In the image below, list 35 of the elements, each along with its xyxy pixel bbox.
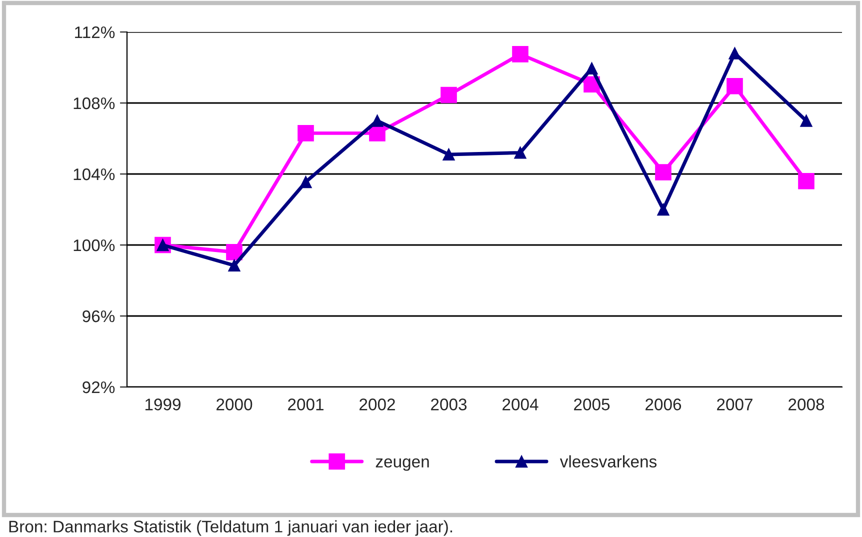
point [655,164,672,180]
point [442,148,455,161]
y-tick-label: 112% [75,26,115,38]
x-tick-label: 2007 [717,398,752,410]
point [440,86,457,104]
x-tick-label: 2008 [788,398,824,410]
x-tick-label: 2000 [216,398,252,410]
x-tick-label: 2005 [574,398,610,410]
x-tick-label: 1999 [145,398,180,410]
text: Bron: Danmarks Statistik (Teldatum 1 januari van ieder jaar). [9,520,452,536]
x-tick-label: 2004 [502,398,538,410]
y-tick-label: 108% [74,97,115,110]
point [586,62,598,74]
point [298,125,314,142]
point [300,176,312,188]
point [798,172,814,190]
point [726,78,743,94]
x-tick-label: 2001 [288,398,324,410]
y-tick-label: 104% [74,168,115,180]
legend-label: zeugen [376,458,429,471]
point [228,259,240,272]
point [514,146,526,159]
y-tick-label: 92% [82,381,115,394]
legend-label: vleesvarkens [560,455,657,468]
point [226,244,242,260]
x-tick-label: 2006 [646,398,682,410]
x-tick-label: 2002 [360,398,395,410]
point [728,47,741,60]
point [657,203,670,216]
y-tick-label: 100% [74,239,115,252]
point [371,114,384,127]
y-tick-label: 96% [82,310,115,322]
point [512,46,528,62]
x-tick-label: 2003 [431,398,467,410]
point [800,114,812,127]
